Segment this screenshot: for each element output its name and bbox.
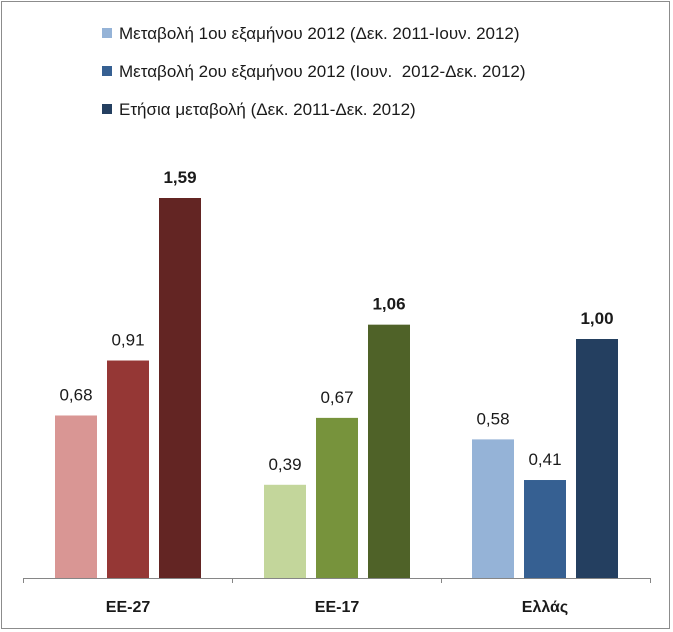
- legend: Μεταβολή 1ου εξαμήνου 2012 (Δεκ. 2011-Ιο…: [102, 24, 526, 119]
- legend-swatch-2: [102, 66, 112, 76]
- bar-3-1: [472, 439, 514, 578]
- data-label-2-2: 0,67: [320, 388, 353, 407]
- data-label-3-2: 0,41: [528, 450, 561, 469]
- bar-2-1: [264, 484, 306, 578]
- bar-1-1: [55, 415, 97, 578]
- bar-1-2: [107, 360, 149, 578]
- category-label-1: ΕΕ-27: [106, 599, 151, 616]
- legend-label-3: Ετήσια μεταβολή (Δεκ. 2011-Δεκ. 2012): [119, 100, 416, 119]
- bar-2-2: [316, 417, 358, 578]
- legend-swatch-1: [102, 28, 112, 38]
- data-label-1-2: 0,91: [111, 331, 144, 350]
- legend-swatch-3: [102, 104, 112, 114]
- bar-2-3: [368, 324, 410, 578]
- x-axis: [23, 578, 651, 583]
- legend-label-2: Μεταβολή 2ου εξαμήνου 2012 (Ιουν. 2012-Δ…: [119, 62, 526, 81]
- data-label-1-3: 1,59: [163, 168, 196, 187]
- bar-3-2: [524, 480, 566, 578]
- category-labels-group: ΕΕ-27 ΕΕ-17 Ελλάς: [106, 599, 568, 616]
- category-label-2: ΕΕ-17: [315, 599, 360, 616]
- data-label-3-1: 0,58: [476, 409, 509, 428]
- value-labels-group: 0,68 0,91 1,59 0,39 0,67 1,06 0,58 0,41 1,00: [59, 168, 613, 474]
- bar-3-3: [576, 339, 618, 578]
- data-label-1-1: 0,68: [59, 385, 92, 404]
- category-label-3: Ελλάς: [522, 599, 568, 616]
- data-label-2-3: 1,06: [372, 295, 405, 314]
- bar-1-3: [159, 198, 201, 578]
- bars-group: [55, 198, 618, 578]
- legend-label-1: Μεταβολή 1ου εξαμήνου 2012 (Δεκ. 2011-Ιο…: [119, 24, 520, 43]
- data-label-3-3: 1,00: [580, 309, 613, 328]
- data-label-2-1: 0,39: [268, 455, 301, 474]
